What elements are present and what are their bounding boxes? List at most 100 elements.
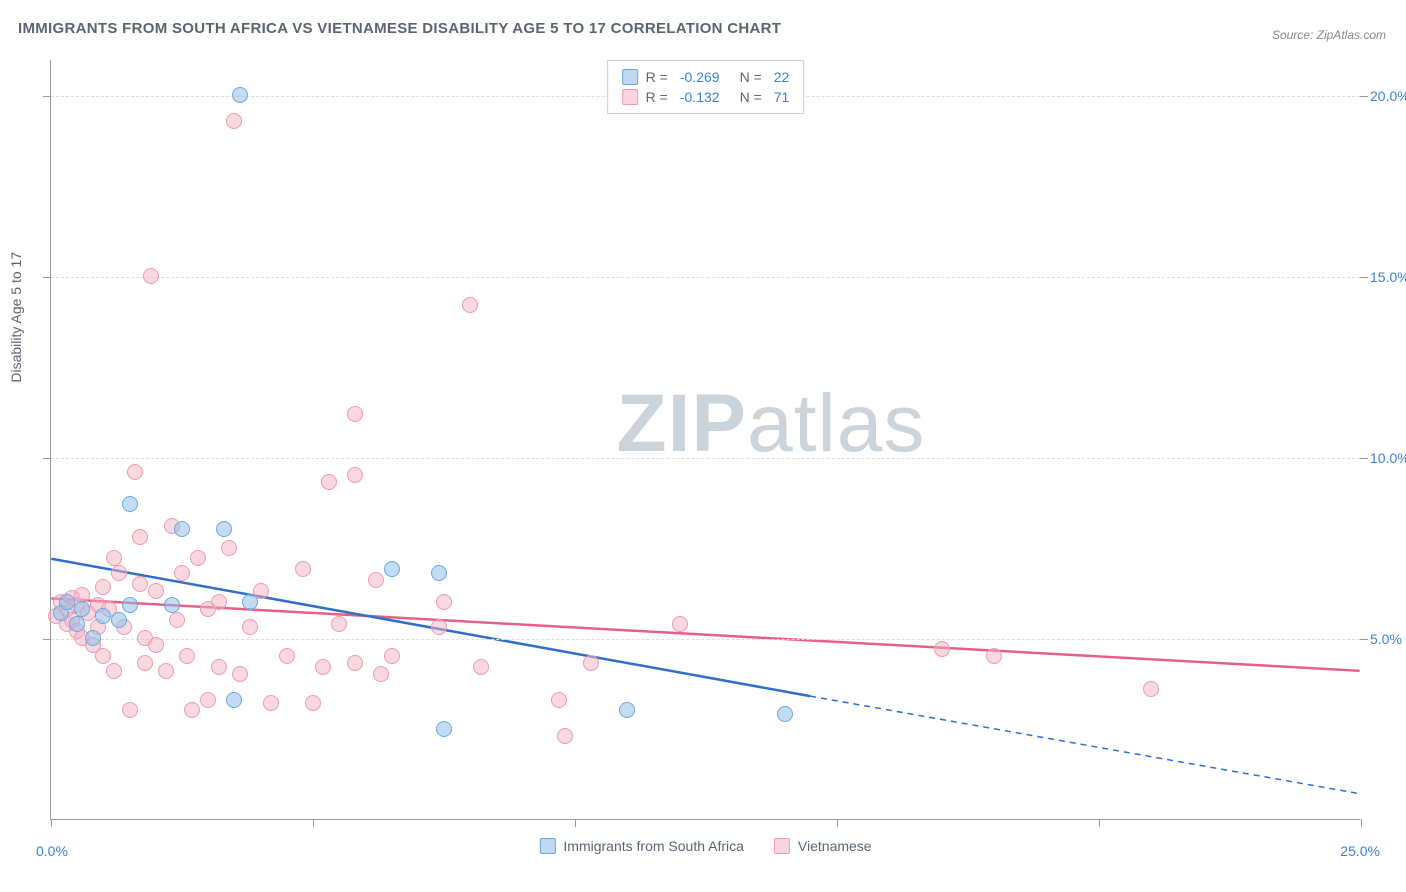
scatter-point-b	[169, 612, 185, 628]
gridline	[51, 277, 1360, 278]
scatter-point-a	[777, 706, 793, 722]
scatter-point-a	[122, 496, 138, 512]
x-tick	[575, 819, 576, 827]
scatter-point-b	[143, 268, 159, 284]
r-value-a: -0.269	[680, 69, 720, 85]
scatter-point-a	[95, 608, 111, 624]
y-tick	[43, 96, 51, 97]
y-tick	[43, 277, 51, 278]
scatter-point-b	[373, 666, 389, 682]
swatch-pink-icon	[774, 838, 790, 854]
scatter-point-a	[436, 721, 452, 737]
y-tick	[1360, 277, 1368, 278]
scatter-point-b	[174, 565, 190, 581]
scatter-point-b	[132, 529, 148, 545]
scatter-point-a	[242, 594, 258, 610]
scatter-point-a	[85, 630, 101, 646]
scatter-point-b	[211, 659, 227, 675]
source-name: ZipAtlas.com	[1317, 28, 1386, 42]
scatter-point-b	[111, 565, 127, 581]
r-label: R =	[646, 89, 668, 105]
legend-item-b: Vietnamese	[774, 838, 872, 854]
legend-item-a: Immigrants from South Africa	[539, 838, 744, 854]
y-tick-label: 10.0%	[1370, 450, 1406, 466]
scatter-point-a	[619, 702, 635, 718]
n-value-a: 22	[774, 69, 790, 85]
scatter-point-a	[59, 594, 75, 610]
y-tick	[1360, 96, 1368, 97]
gridline	[51, 639, 1360, 640]
scatter-point-b	[347, 467, 363, 483]
x-tick	[837, 819, 838, 827]
scatter-point-b	[557, 728, 573, 744]
scatter-point-a	[216, 521, 232, 537]
chart-title: IMMIGRANTS FROM SOUTH AFRICA VS VIETNAME…	[18, 20, 781, 37]
x-axis-label-max: 25.0%	[1340, 843, 1380, 859]
scatter-point-b	[221, 540, 237, 556]
y-axis-title: Disability Age 5 to 17	[8, 251, 24, 382]
n-label: N =	[740, 89, 762, 105]
correlation-legend: R = -0.269 N = 22 R = -0.132 N = 71	[607, 60, 805, 114]
swatch-blue-icon	[539, 838, 555, 854]
scatter-point-b	[226, 113, 242, 129]
scatter-point-a	[232, 87, 248, 103]
scatter-point-b	[122, 702, 138, 718]
n-label: N =	[740, 69, 762, 85]
scatter-point-b	[315, 659, 331, 675]
scatter-point-b	[462, 297, 478, 313]
r-label: R =	[646, 69, 668, 85]
scatter-point-b	[279, 648, 295, 664]
scatter-point-b	[211, 594, 227, 610]
y-tick	[1360, 639, 1368, 640]
scatter-point-b	[95, 579, 111, 595]
scatter-point-a	[164, 597, 180, 613]
scatter-point-a	[122, 597, 138, 613]
y-tick-label: 5.0%	[1370, 631, 1406, 647]
scatter-point-a	[226, 692, 242, 708]
swatch-blue-icon	[622, 69, 638, 85]
y-tick-label: 15.0%	[1370, 269, 1406, 285]
scatter-point-b	[148, 637, 164, 653]
r-value-b: -0.132	[680, 89, 720, 105]
scatter-point-b	[347, 406, 363, 422]
scatter-point-b	[263, 695, 279, 711]
trend-line-a-dashed	[810, 696, 1359, 794]
series-legend: Immigrants from South Africa Vietnamese	[539, 838, 871, 854]
scatter-point-b	[148, 583, 164, 599]
scatter-point-b	[368, 572, 384, 588]
scatter-point-b	[242, 619, 258, 635]
x-tick	[313, 819, 314, 827]
y-tick	[43, 458, 51, 459]
n-value-b: 71	[774, 89, 790, 105]
scatter-point-b	[551, 692, 567, 708]
legend-label-b: Vietnamese	[798, 838, 872, 854]
scatter-point-b	[321, 474, 337, 490]
scatter-point-b	[127, 464, 143, 480]
scatter-point-b	[179, 648, 195, 664]
scatter-point-a	[174, 521, 190, 537]
gridline	[51, 458, 1360, 459]
scatter-point-a	[69, 616, 85, 632]
scatter-point-a	[431, 565, 447, 581]
scatter-point-b	[184, 702, 200, 718]
scatter-point-b	[431, 619, 447, 635]
scatter-point-a	[384, 561, 400, 577]
scatter-point-b	[232, 666, 248, 682]
scatter-point-b	[200, 692, 216, 708]
scatter-point-b	[106, 663, 122, 679]
source-attribution: Source: ZipAtlas.com	[1272, 28, 1386, 42]
legend-label-a: Immigrants from South Africa	[563, 838, 744, 854]
x-axis-label-min: 0.0%	[36, 843, 68, 859]
x-tick	[1099, 819, 1100, 827]
scatter-point-b	[672, 616, 688, 632]
scatter-point-b	[137, 655, 153, 671]
y-tick-label: 20.0%	[1370, 88, 1406, 104]
trend-lines	[51, 60, 1360, 819]
y-tick	[43, 639, 51, 640]
scatter-point-b	[305, 695, 321, 711]
legend-row-series-b: R = -0.132 N = 71	[622, 87, 790, 107]
y-tick	[1360, 458, 1368, 459]
scatter-point-a	[74, 601, 90, 617]
source-prefix: Source:	[1272, 28, 1317, 42]
scatter-point-b	[95, 648, 111, 664]
